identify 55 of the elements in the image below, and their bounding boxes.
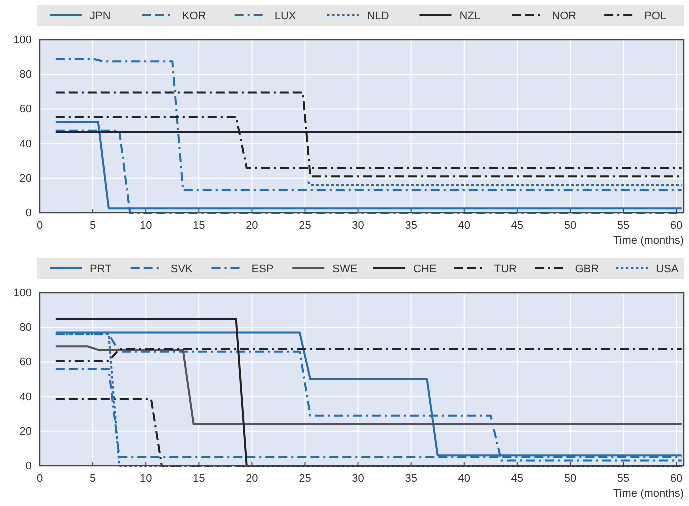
y-tick-label: 80 — [20, 69, 32, 82]
x-tick-label: 25 — [299, 220, 312, 232]
y-tick-label: 60 — [20, 104, 32, 116]
x-tick-label: 0 — [36, 220, 44, 232]
y-tick-label: 0 — [26, 208, 32, 220]
legend-label: ESP — [252, 264, 274, 276]
x-tick-label: 40 — [458, 472, 471, 485]
x-tick-label: 35 — [405, 472, 418, 485]
y-tick-label: 100 — [14, 34, 32, 47]
legend-label: LUX — [274, 10, 297, 22]
x-tick-label: 10 — [140, 472, 152, 485]
legend-label: SVK — [170, 264, 194, 276]
x-tick-label: 55 — [617, 472, 630, 485]
legend-label: PRT — [90, 264, 112, 276]
x-tick-label: 50 — [564, 472, 577, 485]
x-tick-label: 45 — [511, 472, 524, 485]
y-tick-label: 80 — [20, 322, 32, 334]
x-tick-label: 60 — [670, 220, 683, 232]
x-tick-label: 20 — [246, 472, 258, 485]
y-tick-label: 60 — [20, 356, 32, 369]
x-tick-label: 5 — [90, 472, 96, 485]
y-tick-label: 40 — [20, 391, 32, 404]
legend-label: KOR — [182, 10, 206, 22]
y-tick-label: 20 — [20, 172, 32, 185]
legend-label: GBR — [575, 264, 600, 276]
legend-label: CHE — [414, 264, 437, 276]
legend-label: POL — [644, 10, 667, 22]
legend-label: JPN — [90, 10, 111, 22]
x-tick-label: 0 — [36, 472, 44, 485]
x-tick-label: 40 — [458, 220, 471, 232]
y-tick-label: 0 — [26, 460, 32, 473]
y-tick-label: 40 — [20, 138, 32, 150]
x-tick-label: 15 — [193, 220, 206, 232]
x-tick-label: 60 — [670, 472, 683, 485]
x-tick-label: 45 — [511, 220, 524, 232]
x-tick-label: 20 — [246, 220, 258, 232]
legend-label: NLD — [367, 10, 390, 22]
x-tick-label: 25 — [299, 472, 312, 485]
x-tick-label: 55 — [617, 220, 630, 232]
x-tick-label: 5 — [90, 220, 96, 232]
legend-label: SWE — [332, 264, 358, 276]
legend-label: NZL — [460, 10, 480, 22]
x-tick-label: 50 — [564, 220, 577, 232]
x-tick-label: 30 — [352, 220, 364, 232]
x-axis-title: Time (months) — [614, 235, 684, 247]
x-tick-label: 35 — [405, 220, 418, 232]
y-tick-label: 100 — [14, 288, 32, 300]
legend-label: USA — [656, 264, 680, 276]
x-tick-label: 15 — [193, 472, 206, 485]
legend-label: TUR — [494, 264, 518, 276]
x-tick-label: 30 — [352, 472, 364, 485]
x-axis-title: Time (months) — [614, 488, 684, 500]
y-tick-label: 20 — [20, 426, 32, 438]
legend-label: NOR — [552, 10, 577, 22]
x-tick-label: 10 — [140, 220, 152, 232]
